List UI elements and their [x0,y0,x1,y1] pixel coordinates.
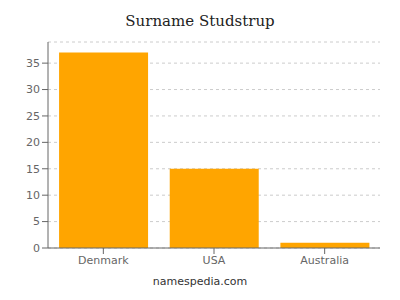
svg-text:35: 35 [26,57,40,70]
svg-text:0: 0 [33,242,40,255]
svg-text:USA: USA [203,254,226,267]
svg-text:15: 15 [26,163,40,176]
svg-text:10: 10 [26,189,40,202]
svg-text:25: 25 [26,110,40,123]
svg-text:5: 5 [33,215,40,228]
svg-text:20: 20 [26,136,40,149]
html-text:Surname Studstrup: Surname Studstrup [125,12,275,30]
html-text:namespedia.com: namespedia.com [152,275,248,288]
svg-text:30: 30 [26,83,40,96]
svg-text:Denmark: Denmark [78,254,129,267]
svg-text:Australia: Australia [300,254,349,267]
